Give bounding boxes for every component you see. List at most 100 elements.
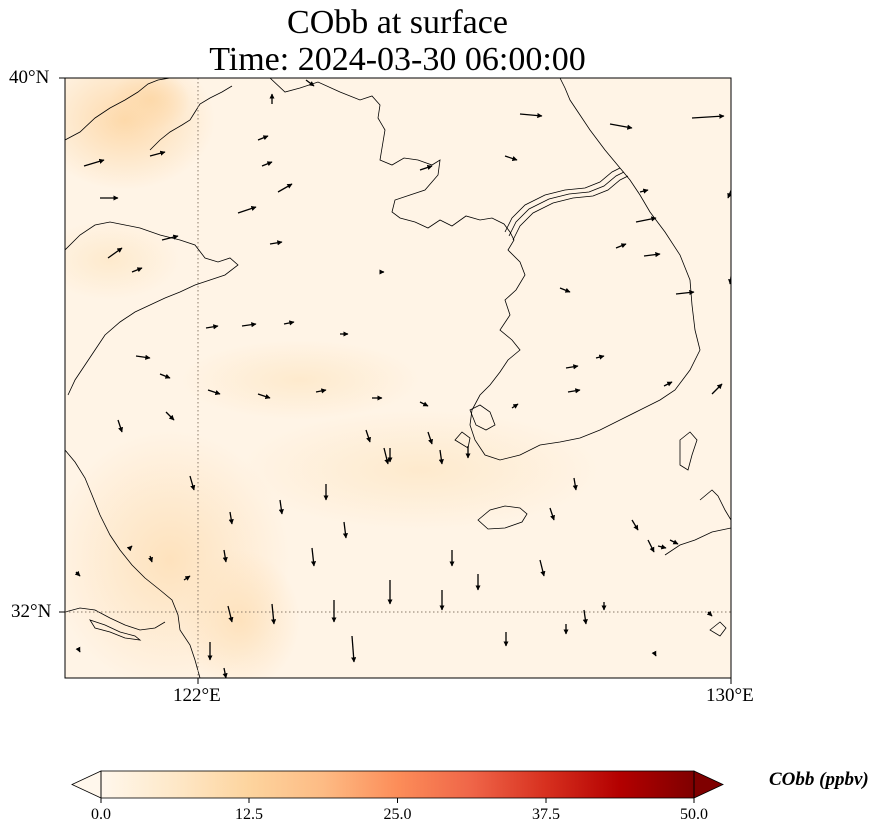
axis-ticks: [59, 77, 732, 684]
wind-vector-arrow: [261, 161, 273, 167]
wind-vector-arrow: [419, 401, 429, 407]
wind-vector-arrow: [222, 549, 228, 563]
colorbar-tick-label-0: 0.0: [91, 806, 111, 823]
wind-vector-arrow: [222, 667, 228, 678]
coastline-jiangsu: [65, 449, 201, 678]
colorbar-ticks: [100, 798, 695, 803]
wind-vector-arrow: [107, 247, 123, 259]
wind-vector-arrow: [511, 403, 519, 409]
wind-vector-arrow: [728, 272, 731, 285]
colorbar-tick-label-4: 50.0: [680, 806, 708, 823]
wind-vector-arrow: [675, 289, 695, 296]
wind-vector-arrow: [126, 545, 133, 552]
wind-vector-arrow: [228, 511, 234, 525]
wind-vector-arrow: [419, 165, 433, 171]
coastline-tsushima: [679, 431, 698, 471]
wind-vector-arrow: [631, 519, 639, 531]
wind-vector-arrow: [305, 79, 315, 87]
wind-vector-arrow: [504, 155, 518, 161]
wind-vector-arrow: [189, 475, 196, 491]
wind-vector-arrow: [277, 183, 293, 193]
lon-label-130e: 130°E: [706, 685, 754, 706]
wind-vector-arrow: [131, 267, 143, 273]
wind-vector-arrow: [117, 419, 123, 433]
colorbar-label: CObb (ppbv): [769, 769, 869, 790]
wind-vector-arrow: [691, 113, 725, 119]
lat-label-32n: 32°N: [11, 601, 52, 622]
gridlines: [65, 78, 731, 678]
lon-label-122e: 122°E: [173, 685, 221, 706]
wind-vector-arrow: [559, 287, 571, 293]
colorbar-extend-max: [693, 770, 724, 799]
wind-vector-arrow: [427, 431, 433, 445]
lat-label-40n: 40°N: [9, 67, 50, 88]
wind-vector-arrow: [83, 158, 105, 167]
wind-vector-arrow: [351, 635, 357, 663]
wind-vector-arrow: [207, 389, 221, 395]
colorbar: [71, 770, 724, 803]
wind-vector-arrow: [205, 324, 219, 330]
wind-vector-arrow: [706, 610, 713, 617]
wind-vector-arrow: [519, 112, 543, 119]
wind-vector-arrow: [257, 135, 269, 141]
wind-vector-arrow: [227, 605, 234, 623]
coastline-kyushu: [699, 489, 731, 521]
wind-vector-arrow: [310, 547, 317, 567]
wind-vector-arrow: [257, 393, 271, 399]
wind-vector-arrow: [237, 206, 257, 214]
wind-vector-arrow: [283, 320, 295, 326]
coastline-korea-islands-2: [454, 431, 471, 449]
wind-vector-arrow: [711, 383, 723, 395]
coastline-liaodong-peninsula: [149, 85, 233, 151]
wind-vector-arrow: [727, 188, 731, 199]
coastline-korea-east: [559, 78, 621, 169]
coastlines: [65, 78, 731, 678]
coastline-yangtze-island: [89, 619, 142, 641]
boundary-line-2: [508, 171, 625, 237]
boundary-line-1: [504, 167, 621, 233]
wind-vector-arrow: [165, 411, 175, 421]
wind-vector-arrow: [565, 364, 579, 370]
wind-vector-arrow: [241, 322, 257, 328]
boundary-line-3: [512, 175, 629, 241]
wind-vector-arrow: [663, 381, 673, 387]
wind-vector-arrow: [342, 521, 348, 539]
wind-vector-arrow: [635, 216, 657, 223]
wind-vector-arrow: [148, 555, 153, 563]
coastline-korea-islands: [469, 404, 496, 431]
wind-vector-arrow: [75, 646, 81, 653]
wind-vector-arrow: [365, 429, 371, 443]
map-title: CObb at surface: [287, 4, 508, 41]
wind-vector-arrow: [595, 354, 605, 360]
coastline-kyushu-south: [664, 527, 731, 556]
coastline-china-east: [65, 221, 239, 396]
wind-vector-arrow: [669, 539, 679, 545]
coastline-liaoning: [65, 78, 171, 141]
colorbar-tick-label-3: 37.5: [532, 806, 560, 823]
wind-vector-arrow: [651, 650, 657, 657]
map-subtitle-time: Time: 2024-03-30 06:00:00: [209, 41, 586, 78]
wind-vector-arrow: [159, 373, 171, 379]
colorbar-extend-min: [71, 770, 102, 799]
wind-vector-arrow: [135, 354, 151, 360]
colorbar-tick-label-2: 25.0: [383, 806, 412, 823]
wind-vector-arrow: [269, 240, 283, 246]
wind-vector-arrow: [383, 447, 390, 465]
wind-vector-arrow: [572, 477, 578, 491]
wind-vector-arrow: [549, 507, 555, 521]
colorbar-tick-label-1: 12.5: [235, 806, 263, 823]
wind-vector-arrow: [657, 544, 667, 550]
wind-vector-arrow: [315, 388, 327, 394]
cobb-concentration-field: [65, 78, 731, 678]
coastline-kyushu-isle: [709, 621, 727, 637]
wind-vector-arrow: [183, 575, 191, 581]
map-frame: [64, 77, 732, 679]
wind-vector-arrow: [539, 559, 546, 577]
wind-vector-arrow: [582, 609, 588, 625]
wind-vector-arrow: [615, 243, 627, 249]
wind-vector-arrow: [149, 150, 166, 157]
wind-vector-arrow: [161, 234, 179, 241]
colorbar-gradient-bar: [101, 771, 694, 798]
wind-vector-arrow: [567, 388, 581, 394]
